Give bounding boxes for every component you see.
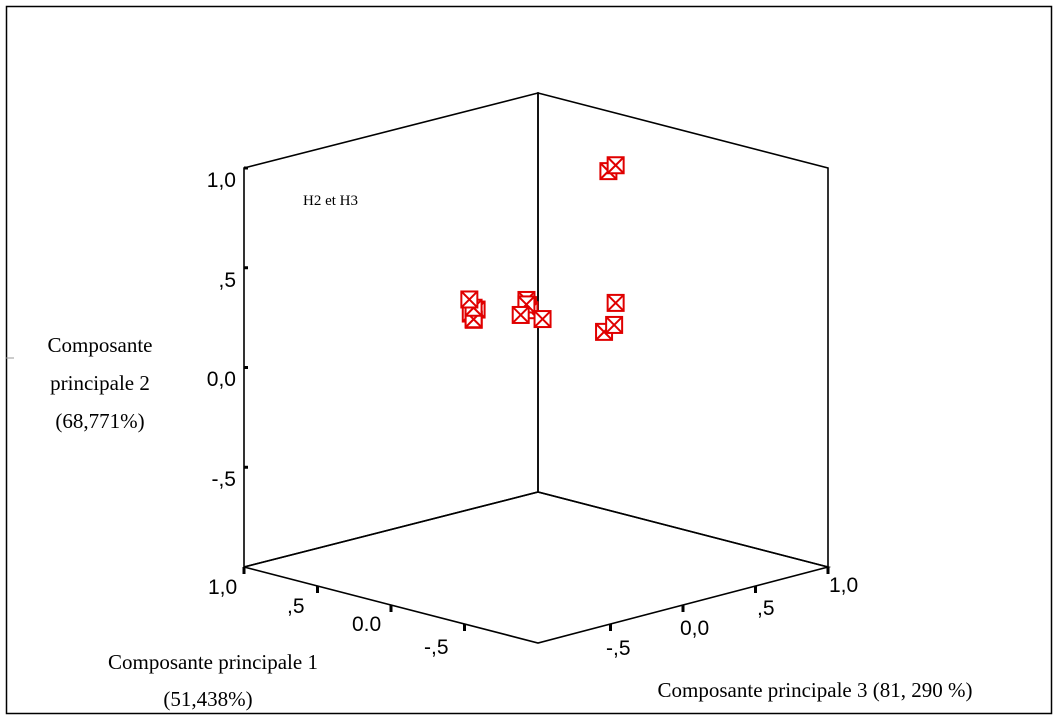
data-point (606, 156, 625, 175)
y-tick-label: 1,0 (207, 169, 236, 192)
y-tick-label: -,5 (211, 468, 236, 491)
y-axis-title-line2: principale 2 (50, 371, 150, 395)
data-points (460, 156, 625, 341)
y-tick-label: ,5 (218, 269, 236, 292)
z-axis-title: Composante principale 3 (81, 290 %) (658, 678, 973, 702)
z-tick-label: 0,0 (680, 617, 709, 640)
y-axis-title-line1: Composante (48, 333, 153, 357)
x-tick-label: 1,0 (208, 576, 237, 599)
x-tick-label: 0.0 (352, 613, 381, 636)
y-tick-label: 0,0 (207, 368, 236, 391)
data-point (460, 290, 479, 309)
tick-labels-x: 1,0 ,5 0.0 -,5 (208, 576, 449, 659)
data-point (606, 293, 625, 312)
x-tick-label: ,5 (287, 595, 305, 618)
tick-labels-y: 1,0 ,5 0,0 -,5 (207, 169, 236, 491)
data-point (511, 305, 530, 324)
data-point (533, 310, 552, 329)
axis-box (243, 91, 832, 644)
x-axis-title-line2: (51,438%) (163, 687, 252, 711)
axis-title-y: Composante principale 2 (68,771%) (48, 333, 153, 433)
x-tick-label: -,5 (424, 636, 449, 659)
z-tick-label: ,5 (757, 597, 775, 620)
y-axis-title-line3: (68,771%) (55, 409, 144, 433)
tick-marks (242, 166, 830, 631)
x-axis-title-line1: Composante principale 1 (108, 650, 318, 674)
tick-labels-z: -,5 0,0 ,5 1,0 (606, 574, 858, 660)
outer-frame (5, 5, 1053, 715)
axis-title-x: Composante principale 1 (51,438%) (108, 650, 318, 711)
data-point (605, 315, 624, 334)
floor (243, 491, 832, 644)
z-tick-label: -,5 (606, 637, 631, 660)
annotation-h2-h3: H2 et H3 (303, 193, 358, 209)
back-wall-left (243, 91, 539, 569)
z-tick-label: 1,0 (829, 574, 858, 597)
back-wall-right (537, 91, 829, 569)
data-point (517, 295, 536, 314)
